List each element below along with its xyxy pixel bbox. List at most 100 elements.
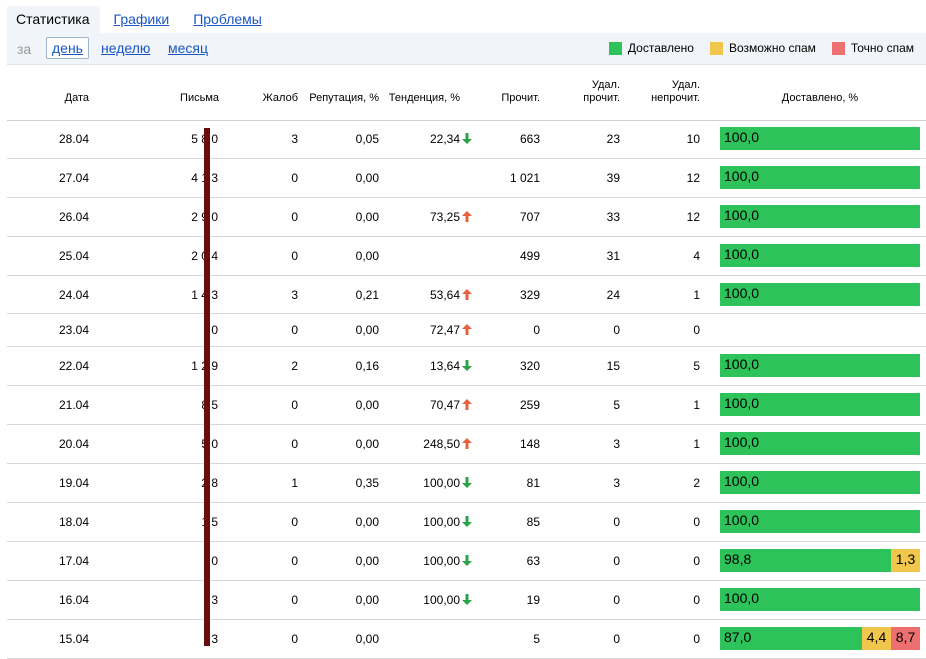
letters-cell: 3 [211,593,218,607]
table-row: 15.04 3 0 0,00 5 0 0 87,0 4,4 8,7 [7,620,926,659]
deleted-unread-cell: 2 [693,476,700,490]
col-date[interactable]: Дата [64,92,89,104]
read-cell: 329 [519,288,540,302]
date-cell: 22.04 [58,359,89,373]
deleted-read-cell: 3 [613,476,620,490]
complaints-cell: 0 [291,437,298,451]
deleted-unread-cell: 0 [693,515,700,529]
col-read[interactable]: Прочит. [501,92,540,104]
delivery-bar: 100,0 [720,166,920,189]
delivery-bar: 100,0 [720,354,920,377]
col-deleted-read[interactable]: Удал. прочит. [557,79,620,105]
period-bar: за день неделю месяц Доставлено Возможно… [7,33,926,65]
deleted-read-cell: 23 [606,132,620,146]
deleted-read-cell: 0 [613,323,620,337]
col-complaints[interactable]: Жалоб [262,92,298,104]
reputation-cell: 0,00 [355,554,379,568]
arrow-up-icon [462,323,472,338]
complaints-cell: 0 [291,632,298,646]
reputation-cell: 0,00 [355,593,379,607]
date-cell: 15.04 [58,632,89,646]
redaction-bar [204,128,210,646]
trend-value: 70,47 [429,398,460,412]
period-week-button[interactable]: неделю [101,40,151,56]
deleted-unread-cell: 5 [693,359,700,373]
reputation-cell: 0,00 [355,210,379,224]
tab-problems[interactable]: Проблемы [193,11,262,27]
deleted-read-cell: 39 [606,171,620,185]
date-cell: 18.04 [58,515,89,529]
deleted-unread-cell: 1 [693,437,700,451]
tab-charts[interactable]: Графики [113,11,170,27]
read-cell: 63 [526,554,540,568]
delivered-segment: 87,0 [720,627,862,650]
deleted-unread-cell: 12 [686,210,700,224]
read-cell: 707 [519,210,540,224]
deleted-unread-cell: 1 [693,288,700,302]
delivered-segment: 100,0 [720,127,920,150]
arrow-down-icon [462,554,472,569]
trend-cell: 73,25 [377,210,472,225]
delivery-bar: 100,0 [720,432,920,455]
complaints-cell: 3 [291,132,298,146]
arrow-up-icon [462,210,472,225]
col-reputation[interactable]: Репутация, % [309,92,379,104]
read-cell: 499 [519,249,540,263]
tab-bar: Статистика Графики Проблемы [7,6,262,33]
read-cell: 1 021 [509,171,540,185]
trend-cell: 13,64 [377,359,472,374]
col-deleted-read-line1: Удал. [591,79,620,91]
trend-cell: 100,00 [377,593,472,608]
date-cell: 27.04 [58,171,89,185]
read-cell: 19 [526,593,540,607]
col-delivered[interactable]: Доставлено, % [781,92,859,104]
reputation-cell: 0,00 [355,323,379,337]
delivery-bar: 100,0 [720,471,920,494]
reputation-cell: 0,05 [355,132,379,146]
arrow-down-icon [462,476,472,491]
delivered-segment: 100,0 [720,588,920,611]
trend-cell: 100,00 [377,476,472,491]
tab-statistics[interactable]: Статистика [7,6,100,33]
legend-delivered-swatch [608,41,622,55]
reputation-cell: 0,00 [355,249,379,263]
maybe-spam-segment: 4,4 [862,627,891,650]
reputation-cell: 0,35 [355,476,379,490]
complaints-cell: 0 [291,554,298,568]
col-letters[interactable]: Письма [180,92,219,104]
read-cell: 81 [526,476,540,490]
date-cell: 21.04 [58,398,89,412]
date-cell: 23.04 [58,323,89,337]
delivery-bar: 100,0 [720,393,920,416]
reputation-cell: 0,00 [355,398,379,412]
legend-maybe-spam: Возможно спам [709,41,816,55]
read-cell: 663 [519,132,540,146]
deleted-unread-cell: 4 [693,249,700,263]
read-cell: 259 [519,398,540,412]
trend-value: 100,00 [423,554,460,568]
delivered-segment: 100,0 [720,205,920,228]
trend-value: 100,00 [423,476,460,490]
deleted-read-cell: 24 [606,288,620,302]
date-cell: 28.04 [58,132,89,146]
arrow-down-icon [462,132,472,147]
delivered-segment: 100,0 [720,244,920,267]
col-deleted-unread[interactable]: Удал. непрочит. [627,79,700,105]
period-day-button[interactable]: день [46,37,89,59]
trend-value: 100,00 [423,515,460,529]
col-deleted-unread-line1: Удал. [671,79,700,91]
col-trend[interactable]: Тенденция, % [388,92,460,104]
complaints-cell: 1 [291,476,298,490]
trend-value: 53,64 [429,288,460,302]
deleted-unread-cell: 10 [686,132,700,146]
spam-segment: 8,7 [891,627,920,650]
trend-cell [377,632,472,646]
period-month-button[interactable]: месяц [168,40,209,56]
